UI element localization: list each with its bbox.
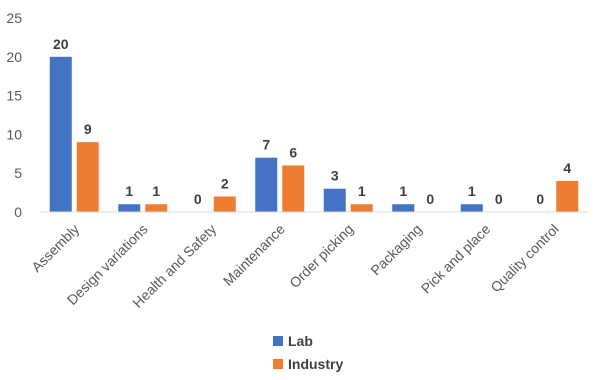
- y-axis: 0 5 10 15 20 25: [6, 10, 22, 220]
- data-label-industry: 0: [495, 191, 503, 207]
- data-label-lab: 1: [399, 183, 407, 199]
- bar-lab-pick-and-place: [460, 204, 483, 212]
- bar-lab-order-picking: [323, 188, 346, 212]
- y-tick-label: 25: [6, 10, 22, 26]
- legend-swatch-industry: [273, 359, 283, 369]
- legend-label-industry: Industry: [288, 356, 343, 372]
- bar-lab-assembly: [49, 56, 72, 212]
- bar-lab-design-variations: [118, 204, 141, 212]
- data-label-lab: 1: [125, 183, 133, 199]
- data-label-lab: 7: [262, 137, 270, 153]
- data-label-lab: 0: [536, 191, 544, 207]
- category-label: Maintenance: [220, 221, 288, 289]
- y-tick-label: 15: [6, 88, 22, 104]
- data-label-industry: 1: [152, 183, 160, 199]
- category-label: Order picking: [286, 221, 356, 291]
- y-tick-label: 20: [6, 49, 22, 65]
- y-tick-label: 10: [6, 126, 22, 142]
- data-label-industry: 9: [84, 121, 92, 137]
- data-label-industry: 2: [221, 175, 229, 191]
- category-label: Quality control: [487, 221, 562, 296]
- bar-lab-maintenance: [255, 157, 278, 212]
- bar-industry-quality-control: [556, 180, 579, 212]
- data-label-industry: 4: [563, 160, 571, 176]
- y-tick-label: 5: [14, 165, 22, 181]
- data-labels: 20 9 1 1 0 2 7 6 3 1 1 0 1 0 0 4: [53, 36, 571, 207]
- category-label: Packaging: [367, 221, 425, 279]
- legend-swatch-lab: [273, 336, 283, 346]
- bar-lab-packaging: [392, 204, 415, 212]
- data-label-lab: 1: [468, 183, 476, 199]
- data-label-lab: 3: [331, 168, 339, 184]
- data-label-lab: 20: [53, 36, 69, 52]
- bar-industry-order-picking: [350, 204, 373, 212]
- data-label-industry: 1: [358, 183, 366, 199]
- bars: [49, 56, 579, 212]
- bar-industry-design-variations: [145, 204, 168, 212]
- data-label-industry: 6: [289, 144, 297, 160]
- bar-industry-maintenance: [282, 165, 305, 212]
- legend: Lab Industry: [273, 333, 343, 372]
- y-tick-label: 0: [14, 204, 22, 220]
- category-label: Pick and place: [418, 221, 494, 297]
- category-label: Assembly: [28, 221, 82, 275]
- bar-industry-assembly: [76, 142, 99, 212]
- data-label-lab: 0: [194, 191, 202, 207]
- data-label-industry: 0: [426, 191, 434, 207]
- legend-label-lab: Lab: [288, 333, 313, 349]
- bar-industry-health-and-safety: [213, 196, 236, 212]
